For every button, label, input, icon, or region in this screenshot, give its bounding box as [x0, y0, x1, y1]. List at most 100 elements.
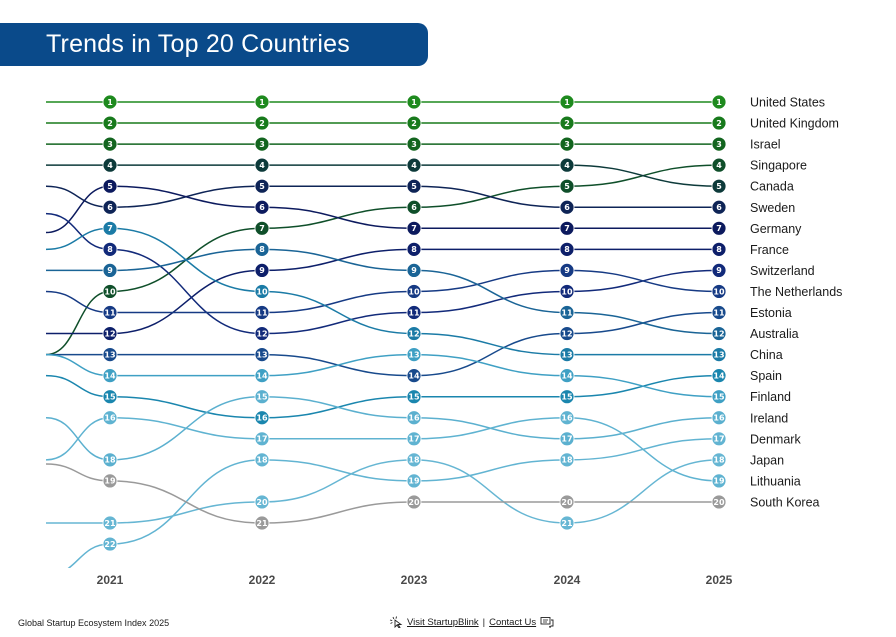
- rank-node: 14: [102, 368, 118, 384]
- rank-node: 7: [406, 220, 422, 236]
- rank-node: 2: [102, 115, 118, 131]
- svg-text:2: 2: [411, 119, 417, 128]
- year-tick-label: 2025: [706, 573, 733, 587]
- svg-text:11: 11: [104, 308, 116, 317]
- svg-text:10: 10: [561, 287, 573, 296]
- svg-text:20: 20: [408, 498, 420, 507]
- series-line-japan: [45, 459, 720, 524]
- rank-node: 21: [102, 515, 118, 531]
- svg-text:18: 18: [256, 456, 268, 465]
- rank-node: 13: [711, 347, 727, 363]
- rank-node: 19: [102, 473, 118, 489]
- svg-text:5: 5: [107, 182, 113, 191]
- rank-node: 22: [102, 536, 118, 552]
- rank-node: 3: [102, 136, 118, 152]
- svg-text:15: 15: [256, 393, 268, 402]
- rank-node: 19: [711, 473, 727, 489]
- country-label: Australia: [750, 327, 799, 341]
- rank-node: 6: [406, 199, 422, 215]
- rank-node: 12: [406, 326, 422, 341]
- country-label: Singapore: [750, 159, 807, 173]
- svg-text:9: 9: [107, 266, 113, 275]
- rank-node: 9: [254, 262, 270, 278]
- rank-node: 15: [102, 389, 118, 405]
- svg-text:14: 14: [104, 371, 116, 380]
- svg-text:10: 10: [256, 287, 268, 296]
- rank-node: 18: [406, 452, 422, 468]
- series-line-lithuania: [45, 416, 720, 482]
- country-label: The Netherlands: [750, 285, 842, 299]
- svg-text:4: 4: [107, 161, 113, 170]
- svg-text:10: 10: [408, 287, 420, 296]
- svg-text:13: 13: [408, 350, 419, 359]
- footer-links: Visit StartupBlink | Contact Us: [389, 616, 554, 629]
- svg-text:8: 8: [107, 245, 113, 254]
- svg-text:13: 13: [561, 350, 572, 359]
- svg-text:4: 4: [411, 161, 417, 170]
- series-line-south-korea: [45, 463, 719, 524]
- rank-node: 20: [406, 494, 422, 510]
- svg-text:18: 18: [408, 456, 420, 465]
- rank-node: 10: [102, 284, 118, 299]
- rank-node: 20: [711, 494, 727, 510]
- svg-text:1: 1: [107, 98, 113, 107]
- series-line-canada: [46, 164, 720, 187]
- svg-text:2: 2: [259, 119, 265, 128]
- rank-node: 14: [559, 368, 575, 384]
- country-label: Estonia: [750, 306, 792, 320]
- rank-node: 17: [254, 431, 270, 447]
- svg-text:4: 4: [716, 161, 722, 170]
- svg-text:14: 14: [561, 371, 573, 380]
- page-title: Trends in Top 20 Countries: [46, 30, 350, 58]
- svg-text:8: 8: [564, 245, 570, 254]
- rank-node: 11: [406, 305, 422, 320]
- svg-text:9: 9: [259, 266, 265, 275]
- rank-node: 16: [559, 410, 575, 426]
- svg-text:15: 15: [713, 393, 725, 402]
- svg-text:7: 7: [564, 224, 570, 233]
- svg-text:1: 1: [564, 98, 570, 107]
- svg-text:8: 8: [716, 245, 722, 254]
- svg-text:2: 2: [107, 119, 113, 128]
- rank-node: 18: [559, 452, 575, 468]
- rank-node: 5: [711, 178, 727, 194]
- svg-text:15: 15: [561, 393, 573, 402]
- rank-node: 17: [406, 431, 422, 447]
- rank-node: 5: [406, 178, 422, 194]
- contact-us-link[interactable]: Contact Us: [489, 616, 537, 628]
- svg-text:11: 11: [256, 308, 268, 317]
- svg-text:1: 1: [259, 98, 265, 107]
- footer-report-name: Global Startup Ecosystem Index 2025: [18, 618, 170, 628]
- series-line-china: [45, 227, 719, 356]
- svg-text:11: 11: [713, 308, 725, 317]
- rank-node: 15: [254, 389, 270, 405]
- rank-node: 11: [102, 305, 118, 320]
- svg-text:3: 3: [716, 140, 722, 149]
- country-label: United States: [750, 96, 825, 110]
- svg-text:15: 15: [408, 393, 420, 402]
- series-line-estonia: [46, 311, 720, 377]
- rank-node: 19: [406, 473, 422, 489]
- svg-text:16: 16: [408, 414, 420, 423]
- country-label: Japan: [750, 453, 784, 467]
- rank-node: 9: [711, 262, 727, 278]
- svg-text:5: 5: [259, 182, 265, 191]
- svg-text:18: 18: [104, 456, 116, 465]
- svg-text:12: 12: [713, 329, 724, 338]
- svg-text:8: 8: [259, 245, 265, 254]
- rank-node: 11: [559, 305, 575, 320]
- rank-node: 10: [254, 284, 270, 299]
- svg-text:20: 20: [256, 498, 268, 507]
- rank-node: 13: [559, 347, 575, 363]
- rank-node: 15: [406, 389, 422, 405]
- visit-startupblink-link[interactable]: Visit StartupBlink: [407, 616, 479, 628]
- svg-text:7: 7: [259, 224, 265, 233]
- series-line-ireland: [45, 395, 720, 461]
- rank-node: 13: [406, 347, 422, 363]
- rank-node: 13: [254, 347, 270, 363]
- svg-text:10: 10: [104, 287, 116, 296]
- svg-text:7: 7: [107, 224, 113, 233]
- svg-text:17: 17: [713, 435, 724, 444]
- rank-node: 3: [711, 136, 727, 152]
- rank-node: 8: [102, 241, 118, 257]
